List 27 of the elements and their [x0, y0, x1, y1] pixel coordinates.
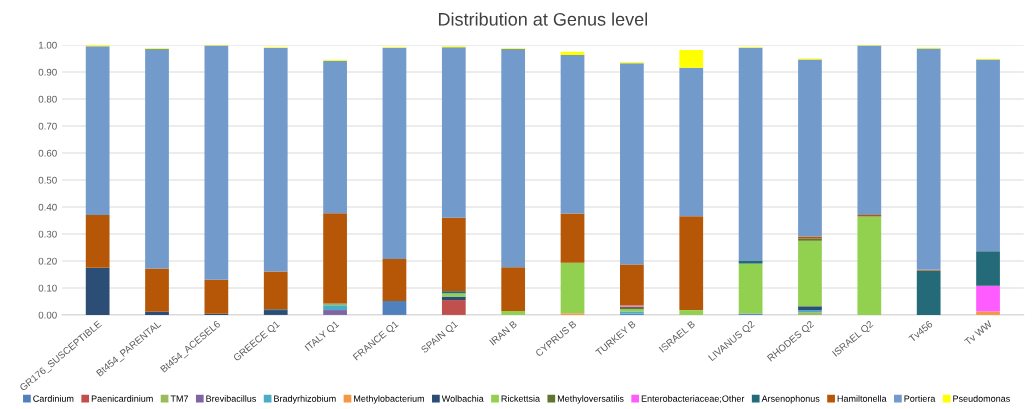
y-tick-label: 0.60 — [38, 149, 57, 157]
legend-label: Enterobacteriaceae;Other — [641, 395, 745, 403]
y-tick-label: 0.10 — [38, 284, 57, 292]
legend-label: Portiera — [904, 395, 936, 402]
legend-label: Brevibacillus — [206, 395, 257, 402]
x-tick-label: Tv WW — [964, 320, 993, 346]
legend-label: Pseudomonas — [953, 395, 1010, 402]
y-tick-label: 1.00 — [39, 41, 57, 49]
y-tick-label: 0.20 — [38, 257, 57, 265]
legend-label: Hamiltonella — [837, 395, 887, 402]
y-tick-label: 0.30 — [38, 230, 57, 238]
y-tick-label: 0.90 — [38, 68, 57, 76]
legend-label: Rickettsia — [501, 395, 541, 402]
y-tick-label: 0.50 — [38, 176, 57, 184]
chart-title: Distribution at Genus level — [438, 12, 648, 26]
legend-label: Bradyrhizobium — [274, 395, 336, 404]
y-tick-label: 0.80 — [38, 95, 57, 103]
y-tick-label: 0.40 — [38, 203, 57, 211]
legend-label: Methylobacterium — [354, 395, 424, 404]
legend-label: Paenicardinium — [91, 395, 153, 402]
y-tick-label: 0.00 — [38, 311, 57, 319]
legend-label: Methyloversatilis — [557, 395, 624, 404]
legend-label: Cardinium — [33, 395, 74, 402]
legend-label: Arsenophonus — [761, 395, 820, 404]
legend-label: TM7 — [170, 395, 189, 402]
legend-label: Wolbachia — [441, 395, 484, 402]
y-tick-label: 0.70 — [38, 122, 57, 130]
